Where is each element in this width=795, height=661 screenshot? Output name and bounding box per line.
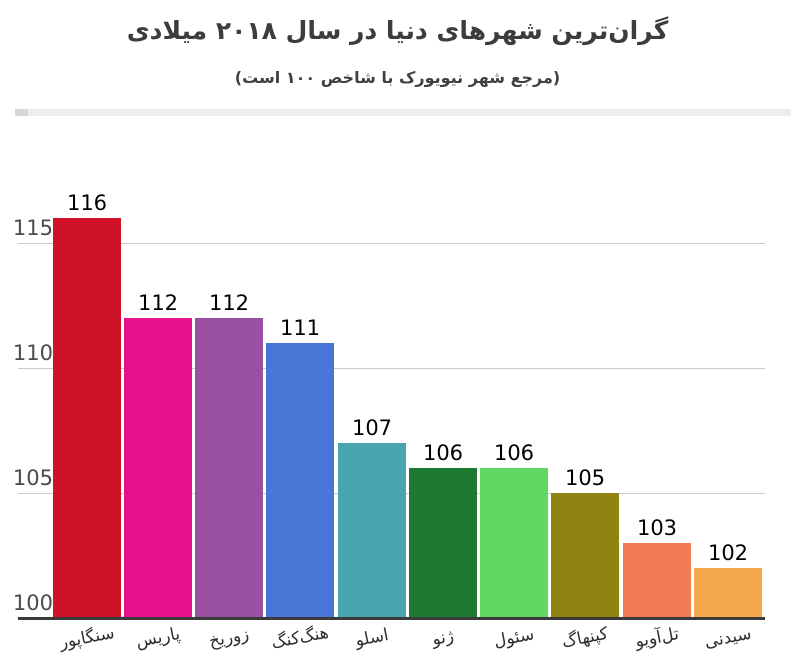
horizontal-scrollbar[interactable] (15, 109, 791, 116)
x-axis-line (18, 617, 765, 620)
y-gridline (18, 368, 765, 369)
y-gridline (18, 243, 765, 244)
y-axis-tick-label: 115 (12, 216, 53, 240)
bar-7[interactable] (480, 468, 548, 618)
chart-subtitle: (مرجع شهر نیویورک با شاخص ۱۰۰ است) (234, 68, 561, 87)
bar-10[interactable] (694, 568, 762, 618)
bar-value-label: 111 (279, 316, 321, 340)
scrollbar-thumb[interactable] (15, 109, 28, 116)
bar-8[interactable] (551, 493, 619, 618)
bar-value-label: 102 (707, 541, 749, 565)
bar-6[interactable] (409, 468, 477, 618)
bar-value-label: 116 (66, 191, 108, 215)
bar-1[interactable] (53, 218, 121, 618)
y-axis-tick-label: 100 (12, 591, 53, 615)
bar-value-label: 107 (351, 416, 393, 440)
bar-value-label: 112 (137, 291, 179, 315)
bar-2[interactable] (124, 318, 192, 618)
bar-value-label: 103 (636, 516, 678, 540)
bar-value-label: 105 (564, 466, 606, 490)
bar-3[interactable] (195, 318, 263, 618)
bar-9[interactable] (623, 543, 691, 618)
bar-value-label: 106 (493, 441, 535, 465)
bar-value-label: 106 (422, 441, 464, 465)
y-axis-tick-label: 105 (12, 466, 53, 490)
y-axis-tick-label: 110 (12, 341, 53, 365)
chart-title: گران‌ترین شهرهای دنیا در سال ۲۰۱۸ میلادی (126, 16, 669, 45)
bar-value-label: 112 (208, 291, 250, 315)
bar-4[interactable] (266, 343, 334, 618)
bar-5[interactable] (338, 443, 406, 618)
